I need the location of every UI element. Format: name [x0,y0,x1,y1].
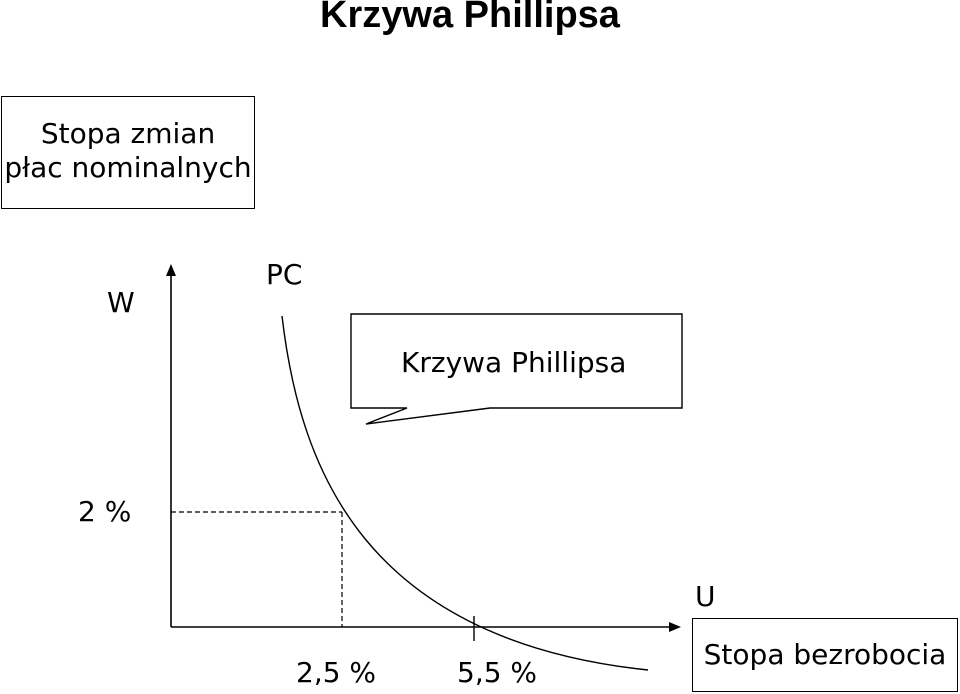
x-tick-label-5-5: 5,5 % [457,656,538,689]
y-axis-description-line2: płac nominalnych [4,151,252,184]
curve-label-pc: PC [266,258,303,291]
x-axis-description-box: Stopa bezrobocia [692,618,958,692]
y-axis-description-box: Stopa zmian płac nominalnych [1,96,255,209]
x-tick-label-2-5: 2,5 % [296,656,377,689]
x-axis-arrow [669,622,681,632]
y-tick-label-2: 2 % [78,495,132,528]
callout-text: Krzywa Phillipsa [401,346,627,379]
phillips-curve [281,315,649,671]
y-axis-symbol: W [107,286,135,319]
callout-bubble [350,313,683,425]
x-axis-symbol: U [695,580,716,613]
page-title: Krzywa Phillipsa [320,0,620,36]
y-axis-arrow [166,264,176,276]
y-axis-description-line1: Stopa zmian [40,117,216,150]
